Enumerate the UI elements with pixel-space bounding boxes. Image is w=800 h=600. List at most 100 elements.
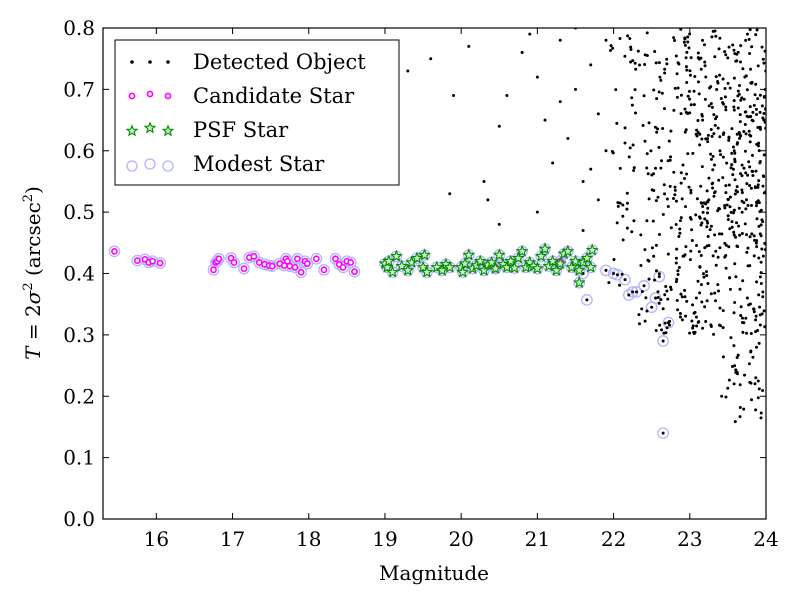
psf-star-point <box>572 276 586 289</box>
detected-object-point <box>667 323 671 327</box>
detected-object-point <box>714 75 718 79</box>
detected-object-point <box>679 181 683 185</box>
detected-object-point <box>669 226 673 230</box>
detected-object-point <box>741 330 745 334</box>
detected-object-point <box>753 382 757 386</box>
detected-object-point <box>661 126 665 130</box>
candidate-star-point <box>268 262 276 270</box>
detected-object-point <box>486 198 490 202</box>
detected-object-point <box>752 254 756 258</box>
x-tick-label: 19 <box>372 527 397 551</box>
detected-object-point <box>757 141 761 145</box>
detected-object-point <box>665 326 669 330</box>
detected-object-point <box>406 69 410 73</box>
detected-object-point <box>706 234 710 238</box>
detected-object-point <box>740 316 744 320</box>
detected-object-point <box>751 110 755 114</box>
detected-object-point <box>736 106 740 110</box>
psf-star-point <box>420 265 434 278</box>
detected-object-point <box>634 290 638 294</box>
psf-star-point <box>410 251 424 264</box>
detected-object-point <box>726 197 730 201</box>
legend-marker-psf <box>125 124 139 137</box>
detected-object-point <box>688 73 692 77</box>
detected-object-point <box>679 112 683 116</box>
detected-object-point <box>711 254 715 258</box>
detected-object-point <box>672 170 676 174</box>
detected-object-point <box>763 49 766 53</box>
detected-object-point <box>740 163 744 167</box>
detected-object-point <box>656 296 660 300</box>
detected-object-point <box>709 292 713 296</box>
legend-marker-candidate <box>164 92 172 100</box>
legend-label-modest: Modest Star <box>193 152 325 176</box>
detected-object-point <box>657 275 661 279</box>
points-layer <box>108 28 766 439</box>
detected-object-point <box>657 272 661 276</box>
detected-object-point <box>630 230 634 234</box>
detected-object-point <box>701 38 705 42</box>
detected-object-point <box>748 140 752 144</box>
detected-object-point <box>684 65 688 69</box>
detected-object-point <box>691 151 695 155</box>
detected-object-point <box>707 243 711 247</box>
detected-object-point <box>688 258 692 262</box>
modest-star-point <box>657 427 669 439</box>
candidate-star-point <box>286 262 294 270</box>
legend: Detected Object Candidate Star PSF Star … <box>114 39 400 186</box>
detected-object-point <box>676 308 680 312</box>
detected-object-point <box>673 185 677 189</box>
detected-object-point <box>656 290 660 294</box>
modest-star-point <box>622 289 635 301</box>
x-tick-label: 17 <box>220 527 245 551</box>
modest-star-point <box>108 245 121 258</box>
detected-object-point <box>621 203 625 207</box>
detected-object-point <box>645 31 649 35</box>
detected-object-point <box>607 281 611 285</box>
detected-object-point <box>738 287 742 291</box>
detected-object-point <box>762 309 766 313</box>
detected-object-point <box>757 201 761 205</box>
detected-object-point <box>467 44 471 48</box>
detected-object-point <box>709 224 713 228</box>
detected-object-point <box>733 159 737 163</box>
detected-object-point <box>758 323 762 327</box>
detected-object-point <box>757 179 761 183</box>
detected-object-point <box>706 206 710 210</box>
detected-object-point <box>497 222 501 226</box>
detected-object-point <box>649 149 653 153</box>
detected-object-point <box>638 63 642 67</box>
detected-object-point <box>674 222 678 226</box>
detected-object-point <box>683 288 687 292</box>
detected-object-point <box>694 296 698 300</box>
detected-object-point <box>718 36 722 40</box>
detected-object-point <box>748 302 752 306</box>
detected-object-point <box>752 103 756 107</box>
detected-object-point <box>650 305 654 309</box>
detected-object-point <box>663 67 667 71</box>
detected-object-point <box>738 383 742 387</box>
detected-object-point <box>698 132 702 136</box>
detected-object-point <box>677 265 681 269</box>
detected-object-point <box>724 184 728 188</box>
detected-object-point <box>739 134 743 138</box>
detected-object-point <box>660 328 664 332</box>
detected-object-point <box>699 67 703 71</box>
detected-object-point <box>728 195 732 199</box>
detected-object-point <box>615 221 619 225</box>
detected-object-point <box>683 130 687 134</box>
detected-object-point <box>752 234 756 238</box>
modest-star-point <box>348 265 361 278</box>
detected-object-point <box>656 127 660 131</box>
detected-object-point <box>744 331 748 335</box>
detected-object-point <box>661 431 665 435</box>
detected-object-point <box>743 110 747 114</box>
y-tick-label: 0.2 <box>63 384 95 408</box>
detected-object-point <box>633 88 637 92</box>
detected-object-point <box>683 177 687 181</box>
psf-star-point <box>584 260 598 273</box>
detected-object-point <box>712 163 716 167</box>
detected-object-point <box>737 224 741 228</box>
detected-object-point <box>625 226 629 230</box>
candidate-star-point <box>210 266 217 274</box>
